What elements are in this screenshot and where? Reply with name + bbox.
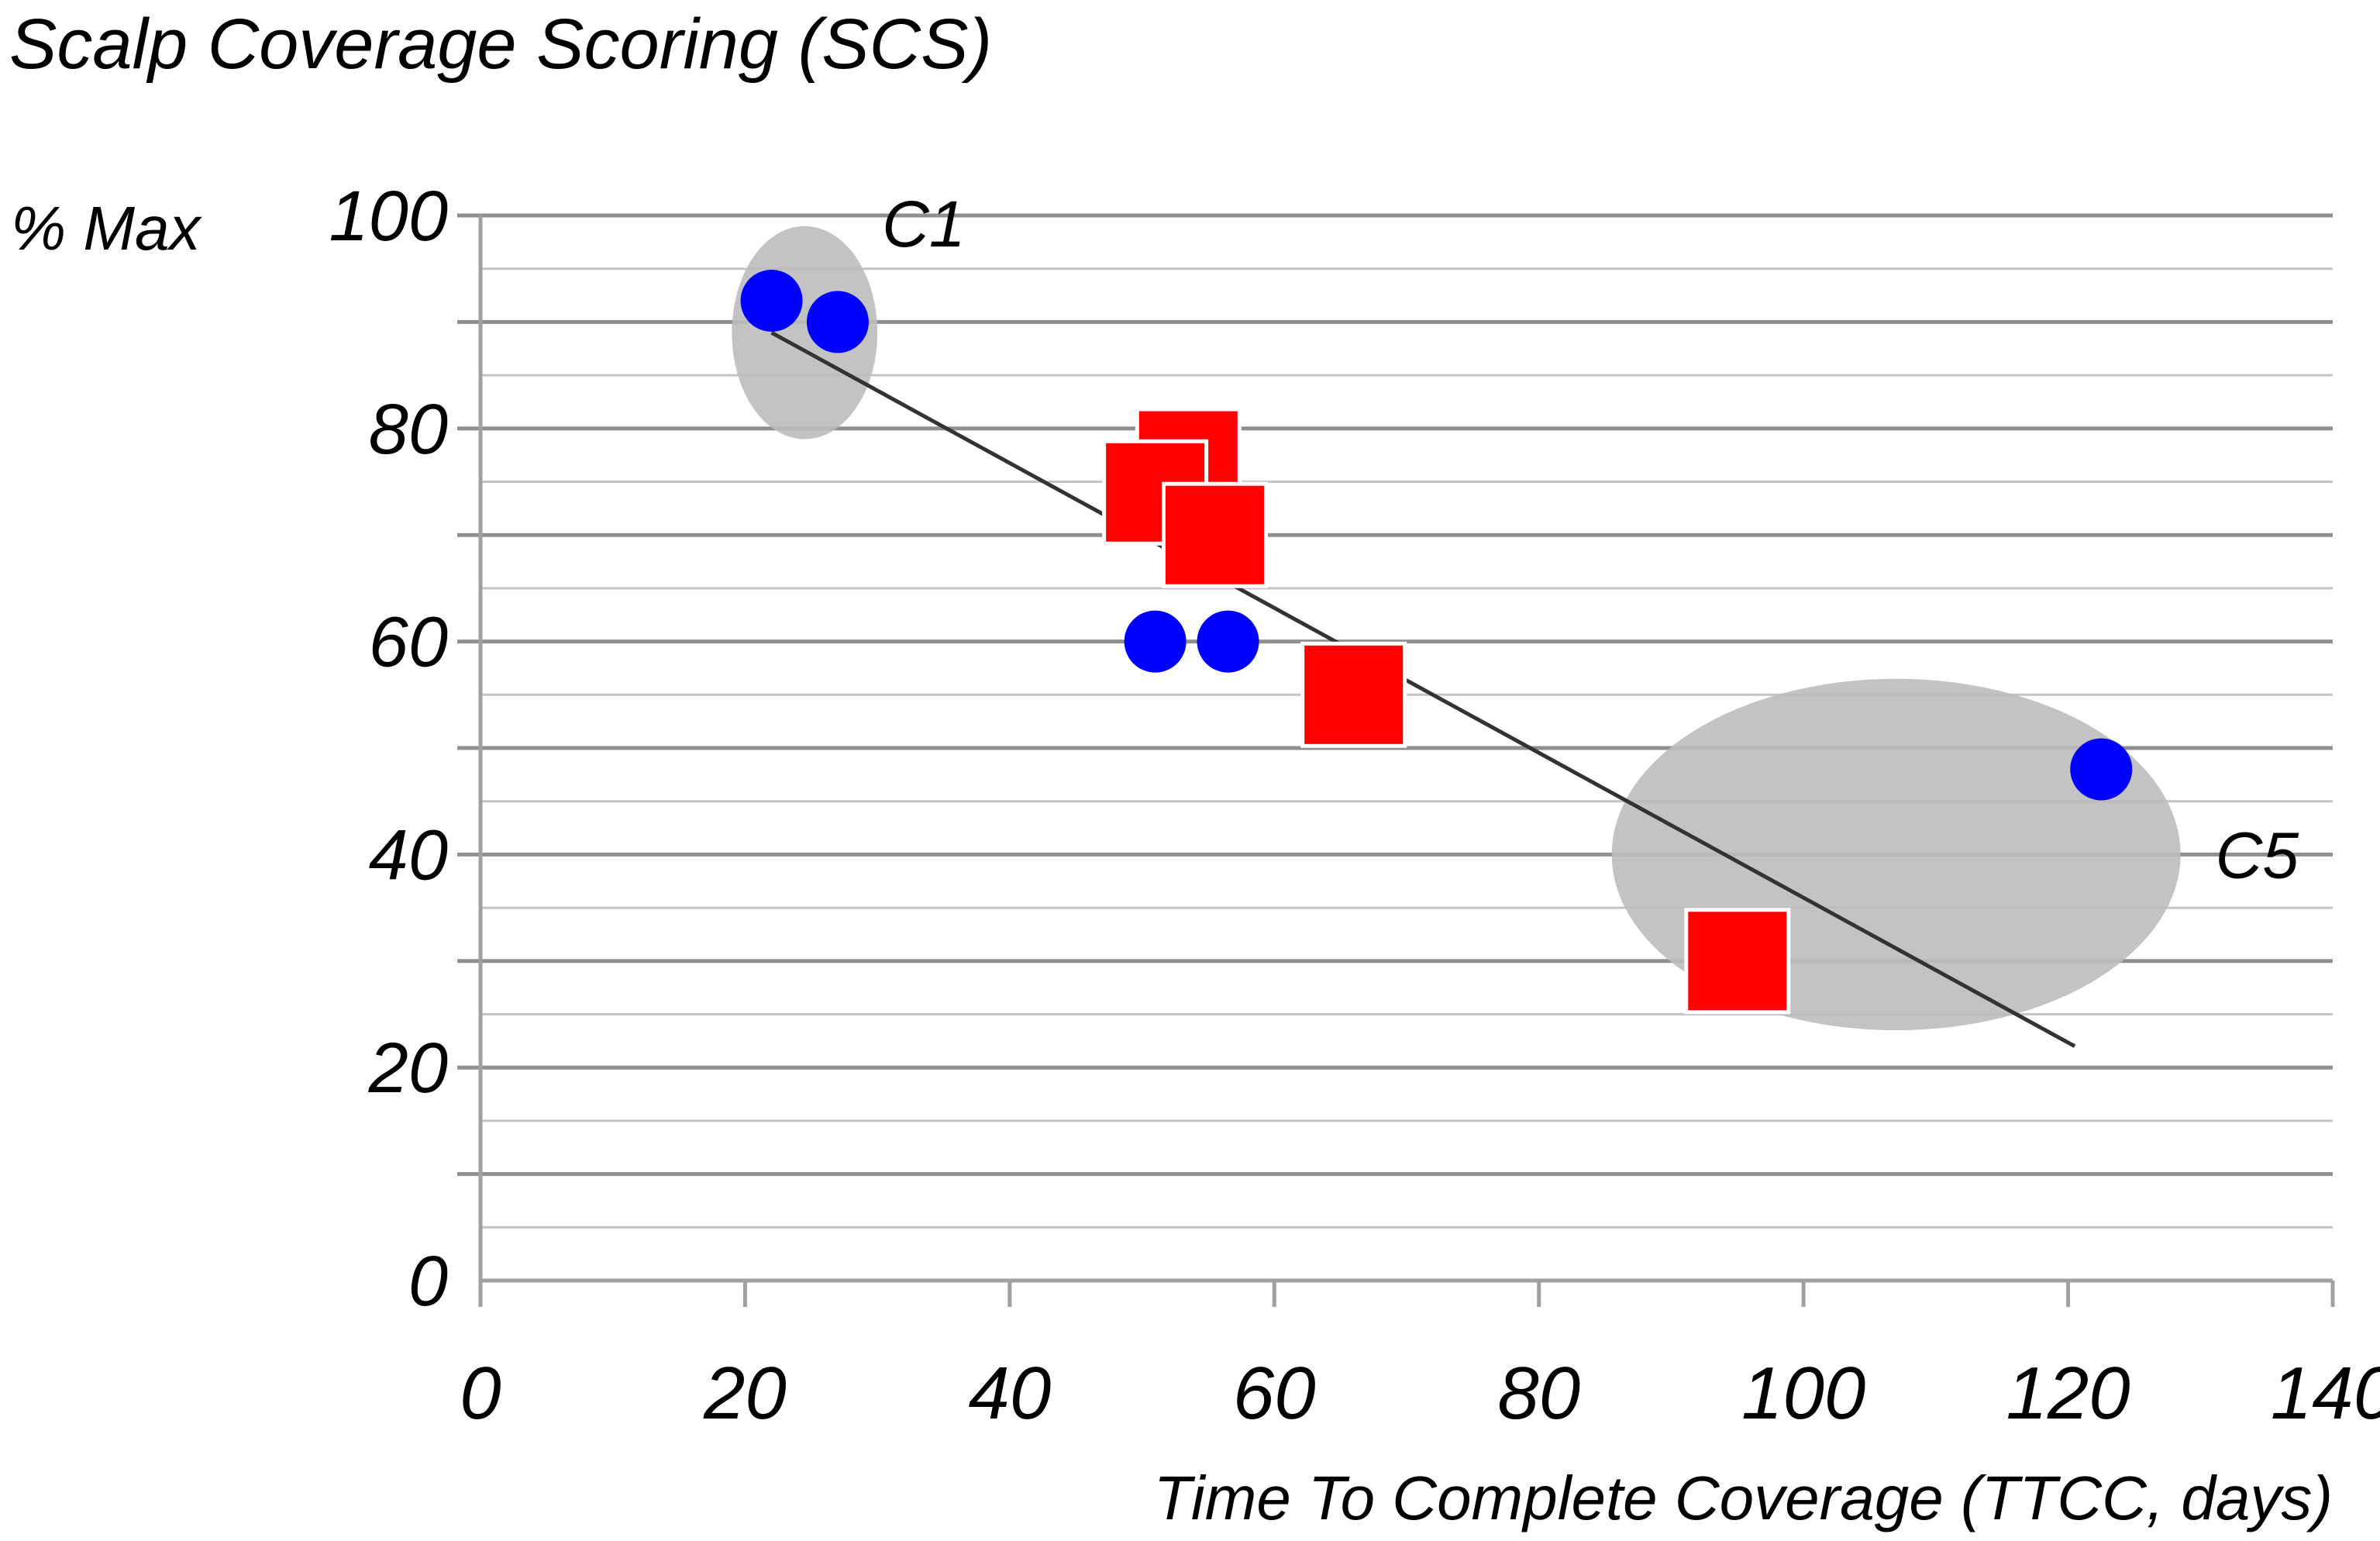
x-axis-label: Time To Complete Coverage (TTCC, days) <box>1154 1463 2333 1532</box>
grid <box>457 213 2333 1229</box>
x-tick-label: 140 <box>2271 1352 2380 1435</box>
data-point-circle <box>1197 610 1259 673</box>
trendline-group <box>770 330 2076 1048</box>
data-point-circle <box>2070 738 2133 801</box>
cluster-ellipses <box>732 226 2181 1031</box>
y-tick-label: 0 <box>408 1242 448 1321</box>
chart-title: Scalp Coverage Scoring (SCS) <box>9 5 992 84</box>
y-tick-label: 20 <box>368 1029 448 1108</box>
y-tick-label: 60 <box>369 603 448 682</box>
x-tick-label: 60 <box>1233 1352 1316 1435</box>
data-point-square <box>1684 908 1791 1015</box>
data-point-circle <box>740 269 803 332</box>
data-point-square <box>1300 641 1407 748</box>
cluster-label: C1 <box>882 188 965 260</box>
y-tick-label: 40 <box>369 815 448 895</box>
x-tick-label: 0 <box>460 1352 501 1435</box>
data-point-circle <box>806 291 869 353</box>
x-tick-label: 20 <box>703 1352 787 1435</box>
x-tick-label: 80 <box>1497 1352 1580 1435</box>
x-tick-label: 40 <box>968 1352 1051 1435</box>
y-tick-label: 100 <box>329 177 449 256</box>
axes <box>478 215 2335 1307</box>
x-tick-label: 100 <box>1741 1352 1865 1435</box>
y-tick-label: 80 <box>369 390 448 469</box>
y-axis-label: % Max <box>11 194 202 263</box>
data-point-square <box>1161 481 1268 588</box>
trendline <box>770 330 2076 1048</box>
data-point-circle <box>1124 610 1187 673</box>
x-tick-label: 120 <box>2006 1352 2130 1435</box>
cluster-label: C5 <box>2216 819 2299 891</box>
data-points <box>740 269 2133 1015</box>
tick-labels: 0 20 40 60 80 100 0 20 40 60 80 100 120 140 C1 C5 <box>329 177 2380 1435</box>
